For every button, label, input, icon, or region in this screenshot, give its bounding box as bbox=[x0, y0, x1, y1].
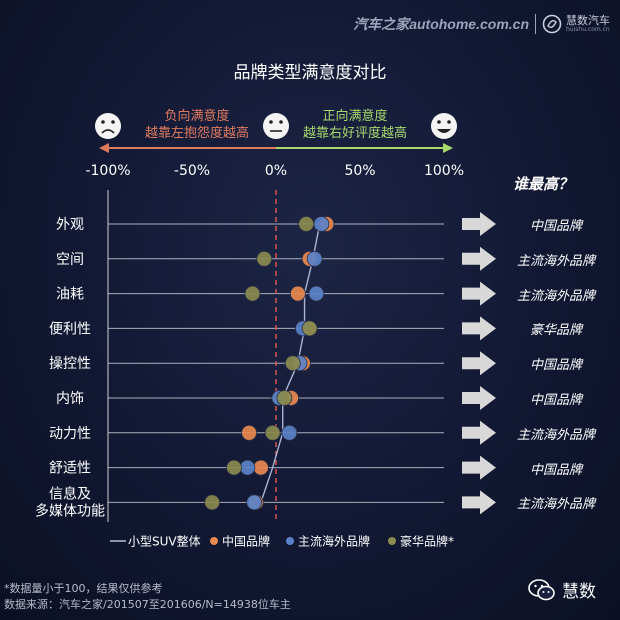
category-label: 空间 bbox=[56, 252, 84, 268]
x-tick-label: -50% bbox=[174, 163, 210, 179]
data-point-luxury-brand bbox=[244, 285, 261, 302]
category-label: 内饰 bbox=[56, 391, 84, 407]
result-label: 中国品牌 bbox=[529, 393, 582, 408]
legend-dot-swatch bbox=[388, 537, 396, 545]
neutral-face-icon bbox=[263, 113, 289, 139]
data-point-luxury-brand bbox=[256, 250, 273, 267]
wechat-name: 慧数 bbox=[562, 582, 596, 602]
sad-face-icon bbox=[95, 113, 121, 139]
data-point-mainstream-foreign bbox=[246, 494, 263, 511]
x-tick-label: 0% bbox=[265, 163, 287, 179]
wechat-icon bbox=[528, 578, 555, 600]
negative-desc: 越靠左抱怨度越高 bbox=[144, 126, 249, 141]
result-arrow-icon bbox=[462, 212, 496, 236]
result-label: 主流海外品牌 bbox=[516, 253, 595, 269]
data-point-luxury-brand bbox=[204, 494, 221, 511]
category-label: 信息及多媒体功能 bbox=[35, 485, 105, 519]
who-is-highest-title: 谁最高？ bbox=[513, 175, 574, 193]
huishu-logo-icon bbox=[542, 14, 562, 34]
data-point-china-brand bbox=[252, 459, 269, 476]
footnote-sample-size: *数据量小于100，结果仅供参考 bbox=[4, 582, 163, 595]
result-label: 主流海外品牌 bbox=[516, 497, 595, 513]
happy-face-icon bbox=[431, 113, 457, 139]
data-point-luxury-brand bbox=[284, 355, 301, 372]
chart-title: 品牌类型满意度对比 bbox=[233, 63, 387, 83]
data-point-mainstream-foreign bbox=[239, 459, 256, 476]
positive-satisfaction-legend: 正向满意度 越靠右好评度越高 bbox=[290, 108, 420, 142]
legend-label-suv-overall: 小型SUV整体 bbox=[128, 534, 201, 549]
result-arrow-icon bbox=[462, 490, 496, 515]
result-arrow-icon bbox=[462, 420, 496, 445]
logo-name: 慧数汽车 bbox=[566, 14, 610, 27]
category-label: 油耗 bbox=[56, 287, 84, 303]
header-brand: 汽车之家autohome.com.cn 慧数汽车 huishu.com.cn bbox=[353, 12, 610, 36]
result-arrow-icon bbox=[462, 316, 496, 341]
result-label: 中国品牌 bbox=[529, 358, 582, 374]
data-point-china-brand bbox=[289, 285, 306, 302]
legend-dot-swatch bbox=[210, 537, 218, 545]
result-arrow-icon bbox=[462, 386, 496, 410]
category-label: 外观 bbox=[56, 217, 84, 233]
positive-label: 正向满意度 bbox=[322, 109, 388, 124]
footnote-data-source: 数据来源：汽车之家/201507至201606/N=14938位车主 bbox=[4, 598, 291, 611]
result-arrow-icon bbox=[462, 351, 496, 376]
negative-label: 负向满意度 bbox=[164, 109, 230, 124]
data-point-mainstream-foreign bbox=[313, 216, 330, 232]
data-point-luxury-brand bbox=[276, 390, 293, 406]
data-point-mainstream-foreign bbox=[281, 424, 298, 441]
category-label: 动力性 bbox=[49, 426, 91, 442]
data-point-luxury-brand bbox=[298, 216, 315, 232]
brand-divider bbox=[535, 14, 536, 34]
data-point-luxury-brand bbox=[301, 320, 318, 337]
result-label: 中国品牌 bbox=[529, 462, 582, 478]
data-point-mainstream-foreign bbox=[308, 285, 325, 302]
brand-logo: 慧数汽车 huishu.com.cn bbox=[542, 14, 610, 34]
logo-subtext: huishu.com.cn bbox=[566, 26, 610, 33]
result-label: 主流海外品牌 bbox=[516, 427, 595, 443]
x-tick-label: -100% bbox=[85, 163, 130, 179]
result-arrow-icon bbox=[462, 455, 496, 480]
wechat-account: 慧数 bbox=[528, 577, 596, 602]
result-label: 豪华品牌 bbox=[529, 323, 582, 339]
brand-text: 汽车之家autohome.com.cn bbox=[353, 16, 529, 32]
category-label: 便利性 bbox=[49, 321, 91, 337]
category-label: 舒适性 bbox=[49, 461, 91, 477]
x-tick-label: 100% bbox=[424, 163, 464, 179]
data-point-china-brand bbox=[241, 424, 258, 441]
result-label: 中国品牌 bbox=[529, 219, 582, 234]
result-label: 主流海外品牌 bbox=[516, 288, 595, 304]
category-label: 操控性 bbox=[49, 356, 91, 372]
result-arrow-icon bbox=[462, 281, 496, 306]
data-point-luxury-brand bbox=[226, 459, 242, 476]
legend-label: 豪华品牌* bbox=[400, 534, 454, 549]
data-point-luxury-brand bbox=[264, 424, 281, 441]
legend-label: 中国品牌 bbox=[222, 534, 270, 549]
legend-label: 主流海外品牌 bbox=[298, 534, 370, 549]
legend-dot-swatch bbox=[286, 537, 294, 545]
result-arrow-icon bbox=[462, 246, 496, 271]
x-tick-label: 50% bbox=[344, 163, 375, 179]
negative-satisfaction-legend: 负向满意度 越靠左抱怨度越高 bbox=[132, 108, 262, 142]
positive-desc: 越靠右好评度越高 bbox=[302, 126, 407, 141]
data-point-mainstream-foreign bbox=[306, 250, 323, 267]
